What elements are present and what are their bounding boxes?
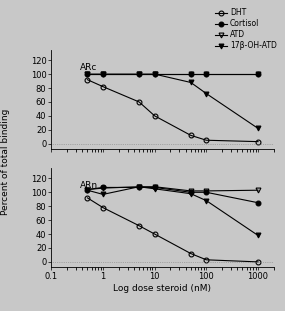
- Legend: DHT, Cortisol, ATD, 17β-OH-ATD: DHT, Cortisol, ATD, 17β-OH-ATD: [214, 7, 278, 52]
- Text: Percent of total binding: Percent of total binding: [1, 109, 10, 215]
- Text: ARc: ARc: [80, 63, 97, 72]
- Text: ARn: ARn: [80, 181, 98, 190]
- X-axis label: Log dose steroid (nM): Log dose steroid (nM): [113, 284, 211, 293]
